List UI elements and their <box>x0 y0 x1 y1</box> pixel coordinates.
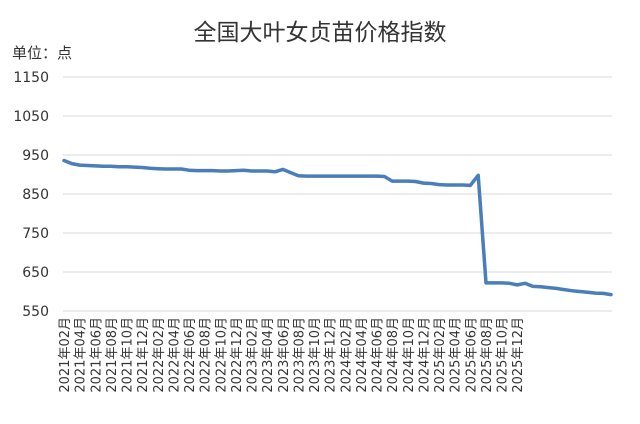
x-tick-label: 2024年08月 <box>386 317 401 393</box>
x-tick-label: 2025年08月 <box>480 317 495 393</box>
x-tick-label: 2021年08月 <box>105 317 120 393</box>
y-tick-label: 650 <box>22 265 49 281</box>
y-tick-label: 850 <box>22 187 49 203</box>
x-tick-label: 2023年10月 <box>308 317 323 393</box>
x-tick-label: 2024年04月 <box>355 317 370 393</box>
x-tick-label: 2022年10月 <box>214 317 229 393</box>
x-tick-label: 2024年10月 <box>402 317 417 393</box>
x-tick-label: 2022年02月 <box>152 317 167 393</box>
y-tick-label: 550 <box>22 304 49 320</box>
x-tick-label: 2023年02月 <box>246 317 261 393</box>
x-tick-label: 2025年12月 <box>511 317 526 393</box>
x-axis: 2021年02月 2021年04月 2021年06月 2021年08月 2021年10月… <box>58 317 526 393</box>
x-tick-label: 2023年12月 <box>324 317 339 393</box>
gridlines <box>63 76 612 312</box>
x-tick-label: 2025年04月 <box>449 317 464 393</box>
series-layer <box>62 158 613 297</box>
unit-label: 单位：点 <box>12 44 72 62</box>
x-tick-label: 2023年08月 <box>292 317 307 393</box>
x-tick-label: 2022年06月 <box>183 317 198 393</box>
series-line <box>62 158 613 297</box>
x-tick-label: 2021年02月 <box>58 317 73 393</box>
y-tick-label: 1150 <box>13 70 49 86</box>
y-axis: 550 650 750 850 950 1050 1150 <box>13 70 49 320</box>
x-tick-label: 2021年04月 <box>74 317 89 393</box>
x-tick-label: 2025年02月 <box>433 317 448 393</box>
x-tick-label: 2024年12月 <box>417 317 432 393</box>
x-tick-label: 2022年12月 <box>230 317 245 393</box>
chart-title: 全国大叶女贞苗价格指数 <box>194 20 447 46</box>
x-tick-label: 2024年02月 <box>339 317 354 393</box>
x-tick-label: 2022年08月 <box>199 317 214 393</box>
x-tick-label: 2024年06月 <box>371 317 386 393</box>
x-tick-label: 2025年06月 <box>464 317 479 393</box>
y-tick-label: 1050 <box>13 109 49 125</box>
x-tick-label: 2023年04月 <box>261 317 276 393</box>
x-tick-label: 2021年10月 <box>121 317 136 393</box>
x-tick-label: 2021年12月 <box>136 317 151 393</box>
x-tick-label: 2023年06月 <box>277 317 292 393</box>
y-tick-label: 750 <box>22 226 49 242</box>
x-tick-label: 2022年04月 <box>167 317 182 393</box>
y-tick-label: 950 <box>22 148 49 164</box>
x-tick-label: 2021年06月 <box>89 317 104 393</box>
x-tick-label: 2025年10月 <box>496 317 511 393</box>
